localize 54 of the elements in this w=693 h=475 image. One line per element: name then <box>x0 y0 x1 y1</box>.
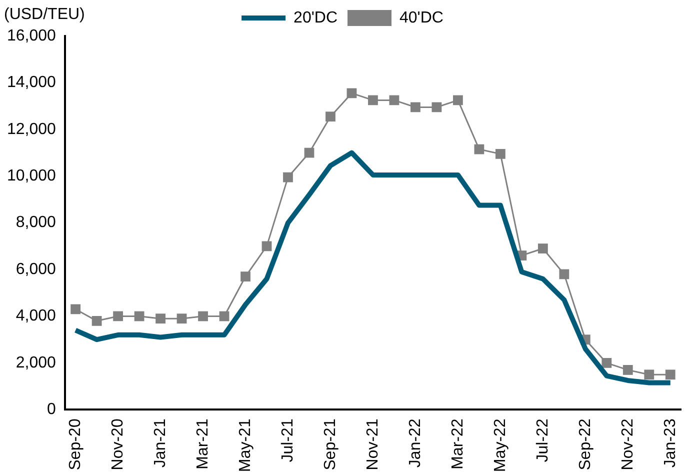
y-tick-label: 8,000 <box>16 214 56 232</box>
point <box>622 365 633 375</box>
point <box>474 144 484 154</box>
x-tick-label: Jan-23 <box>662 418 679 468</box>
x-tick-label: Jan-21 <box>152 418 169 468</box>
x-tick-label: Sep-21 <box>322 418 339 470</box>
point <box>134 311 144 322</box>
point <box>326 112 336 122</box>
x-tick-label: Nov-21 <box>364 418 382 470</box>
legend-label: 40'DC <box>400 9 444 26</box>
x-tick-label: May-21 <box>236 418 254 472</box>
point <box>176 314 187 324</box>
x-tick-label: Nov-22 <box>619 418 636 470</box>
x-tick-label: Mar-21 <box>194 418 212 470</box>
y-tick-label: 14,000 <box>7 74 56 92</box>
y-tick-label: 6,000 <box>16 260 56 278</box>
point <box>283 172 293 182</box>
point <box>346 88 357 98</box>
x-tick-label: Mar-22 <box>449 418 466 470</box>
point <box>432 102 442 112</box>
point <box>219 311 230 322</box>
x-tick-label: Sep-20 <box>66 418 84 470</box>
point <box>156 314 166 324</box>
point <box>644 370 654 380</box>
y-tick-label: 2,000 <box>16 354 56 372</box>
point <box>452 95 463 106</box>
point <box>538 244 548 254</box>
point <box>92 316 102 326</box>
x-tick-label: Sep-22 <box>576 418 594 470</box>
point <box>495 148 506 159</box>
x-tick-label: Jul-21 <box>279 418 296 462</box>
point <box>70 304 81 314</box>
y-tick-label: 10,000 <box>7 168 56 185</box>
point <box>304 148 314 158</box>
y-tick-label: 0 <box>47 401 56 418</box>
point <box>389 95 400 106</box>
point <box>113 311 123 322</box>
x-tick-label: Nov-20 <box>109 418 126 470</box>
point <box>665 370 676 380</box>
point <box>602 358 612 368</box>
point <box>559 269 570 280</box>
y-tick-label: 12,000 <box>7 120 56 138</box>
x-tick-label: Jul-22 <box>534 418 552 462</box>
point <box>410 102 420 112</box>
x-tick-label: Jan-22 <box>406 418 424 468</box>
x-tick-label: May-22 <box>492 418 509 472</box>
point <box>198 311 208 322</box>
point <box>368 95 378 106</box>
y-axis-title: (USD/TEU) <box>4 6 85 24</box>
legend-label: 20'DC <box>294 9 338 26</box>
y-tick-label: 4,000 <box>16 308 56 325</box>
y-tick-label: 16,000 <box>7 27 56 44</box>
point <box>240 272 250 282</box>
point <box>262 241 272 252</box>
